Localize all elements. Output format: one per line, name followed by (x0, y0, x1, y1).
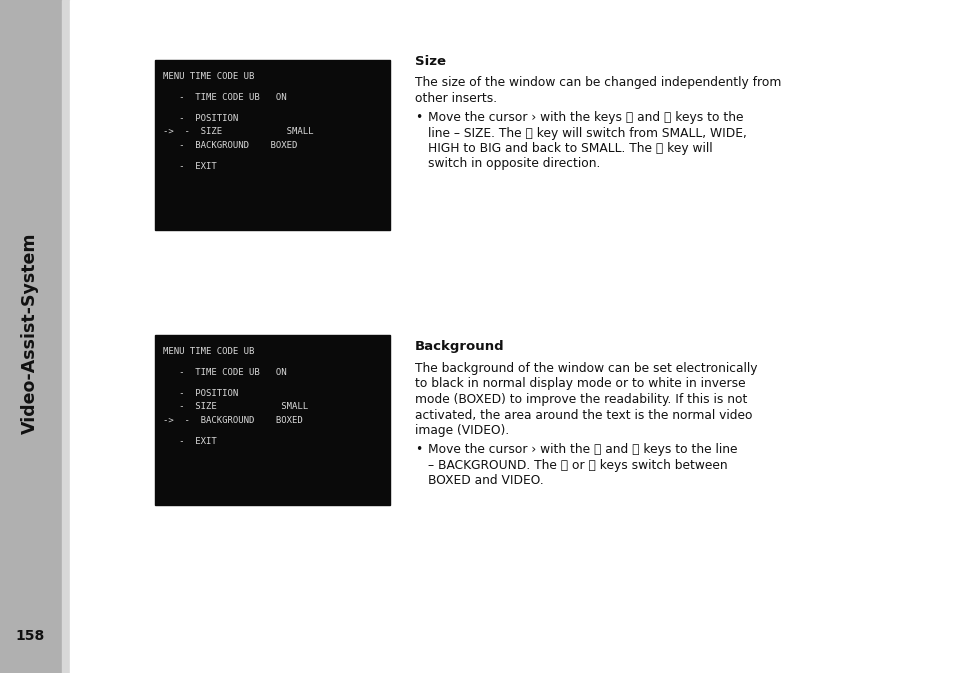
Text: to black in normal display mode or to white in inverse: to black in normal display mode or to wh… (415, 378, 745, 390)
Text: -  TIME CODE UB   ON: - TIME CODE UB ON (163, 93, 286, 102)
Text: -  EXIT: - EXIT (163, 437, 216, 446)
Text: BOXED and VIDEO.: BOXED and VIDEO. (428, 474, 543, 487)
Text: -  SIZE            SMALL: - SIZE SMALL (163, 402, 308, 411)
Text: -  POSITION: - POSITION (163, 389, 238, 398)
Text: switch in opposite direction.: switch in opposite direction. (428, 157, 599, 170)
Text: Background: Background (415, 340, 504, 353)
Bar (62, 0, 70, 673)
Text: Size: Size (415, 55, 446, 68)
Text: 158: 158 (15, 629, 45, 643)
Text: Video-Assist-System: Video-Assist-System (21, 232, 39, 434)
Bar (154, 335, 390, 505)
Text: activated, the area around the text is the normal video: activated, the area around the text is t… (415, 409, 752, 421)
Text: Move the cursor › with the keys Ⓐ and Ⓑ keys to the: Move the cursor › with the keys Ⓐ and Ⓑ … (428, 111, 742, 124)
Bar (0, 0, 62, 673)
Text: The background of the window can be set electronically: The background of the window can be set … (415, 362, 757, 375)
Text: -  EXIT: - EXIT (163, 162, 216, 171)
Text: MENU TIME CODE UB: MENU TIME CODE UB (163, 347, 254, 356)
Text: image (VIDEO).: image (VIDEO). (415, 424, 509, 437)
Text: – BACKGROUND. The Ⓑ or Ⓐ keys switch between: – BACKGROUND. The Ⓑ or Ⓐ keys switch bet… (428, 459, 727, 472)
Text: -  TIME CODE UB   ON: - TIME CODE UB ON (163, 368, 286, 377)
Text: other inserts.: other inserts. (415, 92, 497, 104)
Bar (154, 60, 390, 230)
Text: The size of the window can be changed independently from: The size of the window can be changed in… (415, 76, 781, 89)
Text: •: • (415, 111, 422, 124)
Text: ->  -  BACKGROUND    BOXED: -> - BACKGROUND BOXED (163, 416, 302, 425)
Text: HIGH to BIG and back to SMALL. The Ⓐ key will: HIGH to BIG and back to SMALL. The Ⓐ key… (428, 142, 712, 155)
Text: ->  -  SIZE            SMALL: -> - SIZE SMALL (163, 127, 314, 137)
Text: mode (BOXED) to improve the readability. If this is not: mode (BOXED) to improve the readability.… (415, 393, 746, 406)
Text: MENU TIME CODE UB: MENU TIME CODE UB (163, 72, 254, 81)
Text: •: • (415, 444, 422, 456)
Text: line – SIZE. The Ⓑ key will switch from SMALL, WIDE,: line – SIZE. The Ⓑ key will switch from … (428, 127, 746, 139)
Text: -  BACKGROUND    BOXED: - BACKGROUND BOXED (163, 141, 297, 150)
Text: -  POSITION: - POSITION (163, 114, 238, 123)
Text: Move the cursor › with the Ⓐ and Ⓑ keys to the line: Move the cursor › with the Ⓐ and Ⓑ keys … (428, 444, 737, 456)
